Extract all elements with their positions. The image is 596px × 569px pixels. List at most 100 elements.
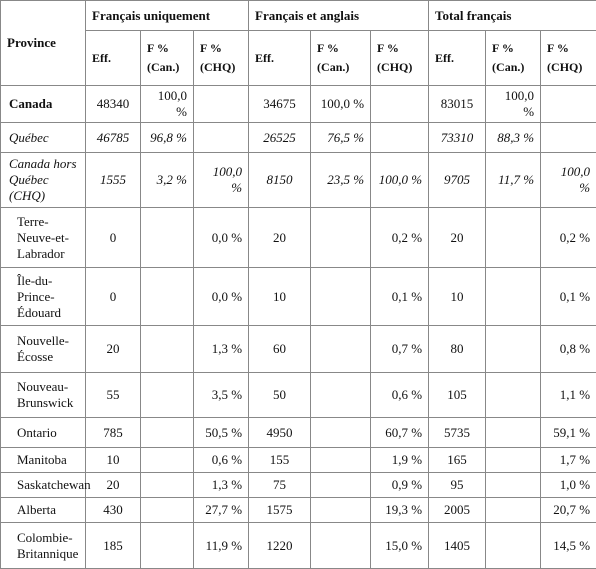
value-cell: 0: [86, 208, 141, 268]
subheader-line: F %: [147, 39, 187, 58]
province-cell: Canada: [1, 86, 86, 123]
group-header: Français uniquement: [86, 1, 249, 31]
value-cell: 0,9 %: [371, 473, 429, 498]
value-cell: 430: [86, 498, 141, 523]
empty-cell: [486, 418, 541, 448]
value-cell: 1220: [249, 523, 311, 569]
group-header: Total français: [429, 1, 596, 31]
value-cell: 20: [86, 473, 141, 498]
group-header: Français et anglais: [249, 1, 429, 31]
value-cell: 20: [86, 326, 141, 373]
value-cell: 100,0 %: [141, 86, 194, 123]
province-cell: Saskatchewan: [1, 473, 86, 498]
value-cell: 0,6 %: [194, 448, 249, 473]
value-cell: 100,0 %: [311, 86, 371, 123]
value-cell: 100,0 %: [194, 153, 249, 208]
value-cell: 0,0 %: [194, 268, 249, 326]
value-cell: 10: [86, 448, 141, 473]
value-cell: 14,5 %: [541, 523, 596, 569]
empty-cell: [486, 326, 541, 373]
value-cell: 83015: [429, 86, 486, 123]
value-cell: 785: [86, 418, 141, 448]
value-cell: 8150: [249, 153, 311, 208]
value-cell: 95: [429, 473, 486, 498]
value-cell: 55: [86, 373, 141, 418]
value-cell: 155: [249, 448, 311, 473]
empty-cell: [311, 208, 371, 268]
empty-cell: [311, 498, 371, 523]
value-cell: 1,3 %: [194, 326, 249, 373]
empty-cell: [311, 373, 371, 418]
subheader-line: Eff.: [435, 49, 479, 68]
value-cell: 75: [249, 473, 311, 498]
subheader-line: F %: [547, 39, 590, 58]
value-cell: 11,7 %: [486, 153, 541, 208]
empty-cell: [311, 268, 371, 326]
empty-cell: [486, 268, 541, 326]
value-cell: 185: [86, 523, 141, 569]
value-cell: 4950: [249, 418, 311, 448]
value-cell: 73310: [429, 123, 486, 153]
value-cell: 105: [429, 373, 486, 418]
subheader: F %(Can.): [311, 31, 371, 86]
subheader-line: Eff.: [92, 49, 134, 68]
value-cell: 9705: [429, 153, 486, 208]
value-cell: 27,7 %: [194, 498, 249, 523]
value-cell: 1,3 %: [194, 473, 249, 498]
province-cell: Québec: [1, 123, 86, 153]
subheader: F %(CHQ): [194, 31, 249, 86]
empty-cell: [311, 473, 371, 498]
value-cell: 0,2 %: [371, 208, 429, 268]
subheader-line: (CHQ): [377, 58, 422, 77]
subheader-line: Eff.: [255, 49, 304, 68]
value-cell: 3,5 %: [194, 373, 249, 418]
empty-cell: [141, 498, 194, 523]
subheader-row: Eff.F %(Can.)F %(CHQ)Eff.F %(Can.)F %(CH…: [1, 31, 596, 86]
value-cell: 0,1 %: [371, 268, 429, 326]
subheader-line: (CHQ): [547, 58, 590, 77]
value-cell: 23,5 %: [311, 153, 371, 208]
subheader-line: F %: [317, 39, 364, 58]
subheader: F %(CHQ): [371, 31, 429, 86]
value-cell: 1,1 %: [541, 373, 596, 418]
empty-cell: [371, 86, 429, 123]
value-cell: 26525: [249, 123, 311, 153]
subheader-line: (Can.): [492, 58, 534, 77]
subheader-line: F %: [377, 39, 422, 58]
value-cell: 60: [249, 326, 311, 373]
empty-cell: [486, 473, 541, 498]
empty-cell: [486, 498, 541, 523]
province-cell: Terre-Neuve-et-Labrador: [1, 208, 86, 268]
value-cell: 48340: [86, 86, 141, 123]
empty-cell: [486, 373, 541, 418]
province-header: Province: [1, 1, 86, 86]
value-cell: 1,9 %: [371, 448, 429, 473]
value-cell: 0,8 %: [541, 326, 596, 373]
value-cell: 50,5 %: [194, 418, 249, 448]
value-cell: 15,0 %: [371, 523, 429, 569]
value-cell: 0,7 %: [371, 326, 429, 373]
empty-cell: [141, 268, 194, 326]
subheader-line: (Can.): [317, 58, 364, 77]
subheader: F %(Can.): [141, 31, 194, 86]
empty-cell: [311, 418, 371, 448]
subheader-line: F %: [200, 39, 242, 58]
subheader: F %(Can.): [486, 31, 541, 86]
province-cell: Nouveau-Brunswick: [1, 373, 86, 418]
value-cell: 0: [86, 268, 141, 326]
subheader-line: F %: [492, 39, 534, 58]
value-cell: 60,7 %: [371, 418, 429, 448]
value-cell: 96,8 %: [141, 123, 194, 153]
value-cell: 59,1 %: [541, 418, 596, 448]
value-cell: 0,6 %: [371, 373, 429, 418]
value-cell: 0,1 %: [541, 268, 596, 326]
empty-cell: [486, 448, 541, 473]
value-cell: 5735: [429, 418, 486, 448]
value-cell: 0,0 %: [194, 208, 249, 268]
